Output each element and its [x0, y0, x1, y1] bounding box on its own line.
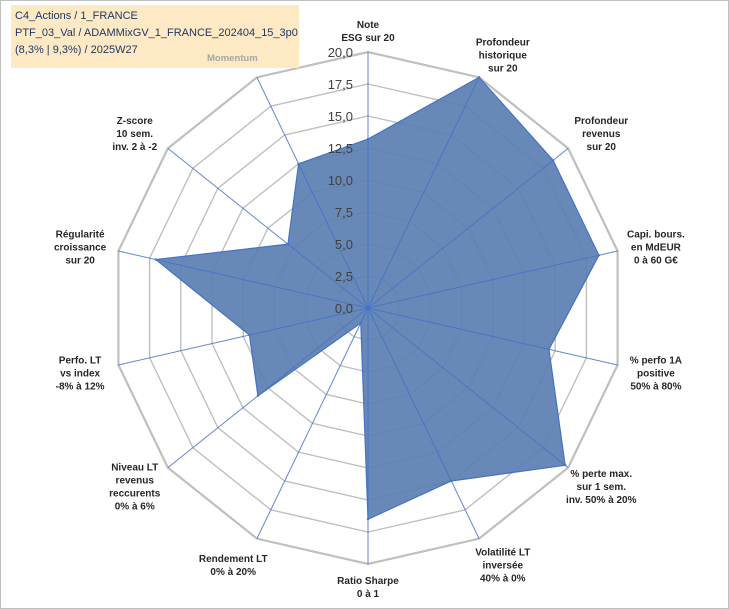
- axis-label-line: 0 à 60 G€: [634, 256, 678, 267]
- axis-spoke: [367, 307, 569, 469]
- axis-label: % perfo 1A positive 50% à 80%: [630, 355, 682, 392]
- axis-label: Profondeur revenus sur 20: [574, 116, 628, 153]
- axis-label-line: inv. 2 à -2: [112, 142, 157, 153]
- axis-spoke: [367, 307, 480, 539]
- axis-label-line: reccurents: [109, 488, 161, 499]
- axis-label-line: % perte max.: [570, 469, 632, 480]
- axis-label-line: Z-score: [117, 116, 154, 127]
- axis-spoke: [367, 307, 618, 366]
- axis-spoke: [167, 147, 369, 309]
- axis-label: Niveau LT revenus reccurents 0% à 6%: [109, 462, 161, 512]
- axis-label: Note ESG sur 20: [341, 20, 395, 44]
- axis-spoke: [118, 307, 369, 366]
- radar-axis-labels: Note ESG sur 20 Profondeur historique sur 20…: [54, 20, 685, 600]
- tick-label: 7,5: [335, 205, 353, 220]
- tick-label: 20,0: [328, 45, 353, 60]
- axis-label-line: inversée: [482, 560, 523, 571]
- axis-label-line: 0 à 1: [357, 589, 380, 600]
- axis-label-line: sur 20: [65, 256, 95, 267]
- axis-spoke: [167, 307, 369, 469]
- axis-label: Capi. bours. en MdEUR 0 à 60 G€: [627, 230, 685, 267]
- radar-series: [154, 76, 601, 521]
- axis-label-line: 50% à 80%: [630, 381, 681, 392]
- axis-label-line: Volatilité LT: [475, 547, 530, 558]
- axis-label-line: 10 sem.: [116, 129, 153, 140]
- tick-label: 15,0: [328, 109, 353, 124]
- header-line-2: PTF_03_Val / ADAMMixGV_1_FRANCE_202404_1…: [15, 27, 298, 39]
- header-line-3: (8,3% | 9,3%) / 2025W27: [15, 44, 138, 56]
- axis-label: % perte max. sur 1 sem. inv. 50% à 20%: [566, 469, 637, 506]
- axis-label-line: 40% à 0%: [480, 573, 526, 584]
- axis-label-line: revenus: [116, 475, 155, 486]
- axis-label-line: sur 1 sem.: [577, 482, 627, 493]
- axis-label-line: Capi. bours.: [627, 230, 685, 241]
- axis-label-line: 0% à 20%: [210, 567, 256, 578]
- axis-label-line: Rendement LT: [199, 554, 268, 565]
- axis-label-line: inv. 50% à 20%: [566, 495, 637, 506]
- axis-label-line: -8% à 12%: [56, 381, 105, 392]
- chart-header: C4_Actions / 1_FRANCE PTF_03_Val / ADAMM…: [11, 5, 299, 68]
- axis-label: Profondeur historique sur 20: [476, 38, 530, 75]
- axis-label: Ratio Sharpe 0 à 1: [337, 576, 399, 600]
- radar-spokes: [118, 52, 618, 564]
- axis-label-line: historique: [479, 51, 528, 62]
- header-line-1: C4_Actions / 1_FRANCE: [15, 10, 138, 22]
- axis-spoke: [256, 307, 369, 539]
- tick-label: 12,5: [328, 141, 353, 156]
- axis-spoke: [118, 250, 369, 309]
- tick-label: 17,5: [328, 77, 353, 92]
- axis-label-line: vs index: [60, 368, 100, 379]
- axis-label: Perfo. LT vs index -8% à 12%: [56, 355, 105, 392]
- axis-label-line: 0% à 6%: [115, 501, 155, 512]
- axis-label-line: croissance: [54, 243, 107, 254]
- axis-label-line: en MdEUR: [631, 243, 682, 254]
- tick-label: 0,0: [335, 301, 353, 316]
- tick-label: 5,0: [335, 237, 353, 252]
- axis-spoke: [367, 250, 618, 309]
- axis-spoke: [367, 77, 480, 309]
- axis-label: Z-score 10 sem. inv. 2 à -2: [112, 116, 157, 153]
- series-area: [154, 76, 600, 521]
- axis-label-line: Profondeur: [574, 116, 628, 127]
- axis-label-line: Note: [357, 20, 380, 31]
- axis-label-line: Niveau LT: [111, 462, 158, 473]
- axis-label: Rendement LT 0% à 20%: [199, 554, 268, 578]
- axis-label-line: Ratio Sharpe: [337, 576, 399, 587]
- axis-label: Volatilité LT inversée 40% à 0%: [475, 547, 530, 584]
- axis-label: Régularité croissance sur 20: [54, 230, 107, 267]
- axis-label-line: ESG sur 20: [341, 33, 395, 44]
- axis-label-line: Régularité: [56, 230, 105, 241]
- tick-label: 10,0: [328, 173, 353, 188]
- axis-label-line: revenus: [582, 129, 621, 140]
- radar-tick-labels: 0,0 2,5 5,0 7,5 10,0 12,5 15,0 17,5 20,0: [328, 45, 353, 316]
- axis-label-line: Profondeur: [476, 38, 530, 49]
- axis-label-line: sur 20: [488, 64, 518, 75]
- tick-label: 2,5: [335, 269, 353, 284]
- axis-spoke: [256, 77, 369, 309]
- axis-label-line: Perfo. LT: [59, 355, 102, 366]
- axis-spoke: [367, 147, 569, 309]
- axis-label-line: sur 20: [587, 142, 617, 153]
- axis-label-line: positive: [637, 368, 675, 379]
- momentum-label: Momentum: [207, 53, 258, 64]
- axis-label-line: % perfo 1A: [630, 355, 682, 366]
